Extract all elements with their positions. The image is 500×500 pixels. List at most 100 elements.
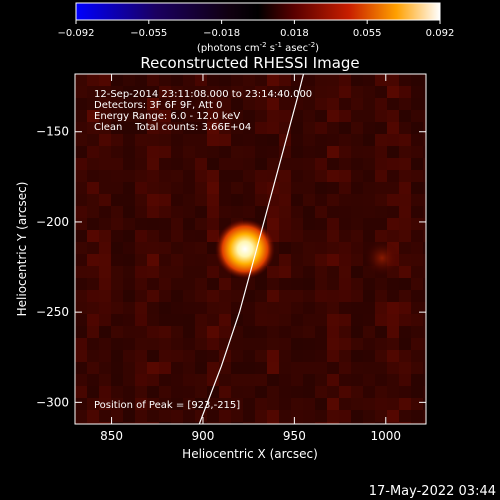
- texture-cell: [351, 218, 363, 230]
- texture-cell: [183, 266, 195, 278]
- texture-cell: [351, 206, 363, 218]
- texture-cell: [363, 182, 375, 194]
- texture-cell: [87, 98, 99, 110]
- texture-cell: [159, 314, 171, 326]
- texture-cell: [291, 410, 303, 422]
- texture-cell: [195, 110, 207, 122]
- texture-cell: [291, 122, 303, 134]
- texture-cell: [387, 362, 399, 374]
- texture-cell: [171, 314, 183, 326]
- texture-cell: [171, 422, 183, 424]
- texture-cell: [375, 338, 387, 350]
- texture-cell: [87, 362, 99, 374]
- texture-cell: [375, 98, 387, 110]
- texture-cell: [255, 314, 267, 326]
- texture-cell: [399, 110, 411, 122]
- texture-cell: [411, 86, 423, 98]
- texture-cell: [183, 182, 195, 194]
- texture-cell: [387, 326, 399, 338]
- texture-cell: [123, 266, 135, 278]
- texture-cell: [351, 170, 363, 182]
- texture-cell: [411, 278, 423, 290]
- texture-cell: [279, 386, 291, 398]
- texture-cell: [147, 266, 159, 278]
- texture-cell: [387, 122, 399, 134]
- texture-cell: [411, 230, 423, 242]
- texture-cell: [135, 398, 147, 410]
- texture-cell: [87, 230, 99, 242]
- texture-cell: [87, 158, 99, 170]
- texture-cell: [207, 74, 219, 86]
- peak-source: [215, 219, 276, 279]
- texture-cell: [135, 230, 147, 242]
- texture-cell: [183, 326, 195, 338]
- texture-cell: [339, 170, 351, 182]
- texture-cell: [411, 110, 423, 122]
- texture-cell: [75, 326, 87, 338]
- texture-cell: [411, 350, 423, 362]
- texture-cell: [279, 254, 291, 266]
- image-layer: [75, 74, 426, 424]
- texture-cell: [339, 74, 351, 86]
- texture-cell: [363, 386, 375, 398]
- texture-cell: [399, 302, 411, 314]
- texture-cell: [99, 326, 111, 338]
- texture-cell: [135, 422, 147, 424]
- texture-cell: [231, 74, 243, 86]
- texture-cell: [375, 146, 387, 158]
- texture-cell: [375, 194, 387, 206]
- texture-cell: [411, 290, 423, 302]
- texture-cell: [399, 158, 411, 170]
- texture-cell: [123, 422, 135, 424]
- texture-cell: [243, 98, 255, 110]
- texture-cell: [351, 374, 363, 386]
- texture-cell: [351, 182, 363, 194]
- texture-cell: [339, 242, 351, 254]
- texture-cell: [195, 206, 207, 218]
- texture-cell: [243, 350, 255, 362]
- texture-cell: [375, 326, 387, 338]
- texture-cell: [99, 98, 111, 110]
- texture-cell: [135, 338, 147, 350]
- texture-cell: [135, 146, 147, 158]
- texture-cell: [279, 290, 291, 302]
- y-tick-label: −250: [36, 305, 69, 319]
- texture-cell: [219, 194, 231, 206]
- texture-cell: [327, 254, 339, 266]
- texture-cell: [399, 362, 411, 374]
- texture-cell: [339, 122, 351, 134]
- texture-cell: [87, 254, 99, 266]
- texture-cell: [171, 194, 183, 206]
- texture-cell: [399, 350, 411, 362]
- texture-cell: [135, 242, 147, 254]
- texture-cell: [99, 194, 111, 206]
- texture-cell: [303, 86, 315, 98]
- texture-cell: [183, 230, 195, 242]
- texture-cell: [399, 194, 411, 206]
- x-axis-ticks: 850 900 950 1000: [100, 74, 401, 443]
- texture-cell: [327, 386, 339, 398]
- texture-cell: [243, 134, 255, 146]
- texture-cell: [363, 398, 375, 410]
- texture-cell: [243, 302, 255, 314]
- x-axis-label: Heliocentric X (arcsec): [182, 447, 318, 461]
- texture-cell: [87, 338, 99, 350]
- texture-cell: [111, 254, 123, 266]
- texture-cell: [423, 74, 426, 86]
- texture-cell: [183, 362, 195, 374]
- texture-cell: [171, 290, 183, 302]
- texture-cell: [99, 374, 111, 386]
- texture-cell: [123, 314, 135, 326]
- texture-cell: [255, 170, 267, 182]
- colorbar-unit-label: (photons cm-2 s-1 asec-2): [197, 41, 319, 54]
- texture-cell: [303, 398, 315, 410]
- texture-cell: [327, 326, 339, 338]
- texture-cell: [159, 410, 171, 422]
- texture-cell: [195, 350, 207, 362]
- texture-cell: [231, 206, 243, 218]
- texture-cell: [279, 194, 291, 206]
- texture-cell: [279, 86, 291, 98]
- texture-cell: [135, 194, 147, 206]
- texture-cell: [123, 146, 135, 158]
- texture-cell: [171, 362, 183, 374]
